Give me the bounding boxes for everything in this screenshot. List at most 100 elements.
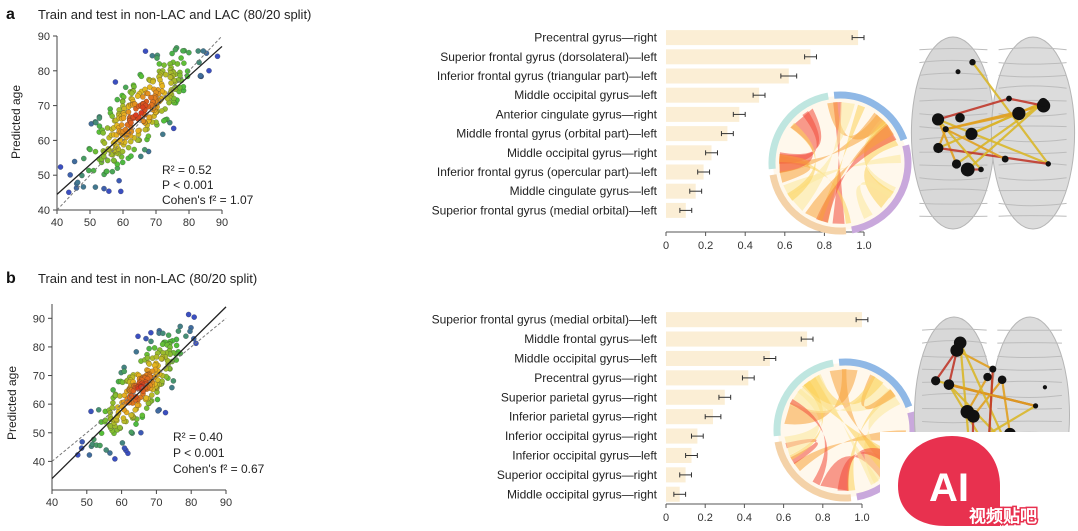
region-label: Middle occipital gyrus—left [514,352,657,366]
scatter-point [86,452,93,458]
scatter-point [187,328,193,335]
scatter-point [95,406,102,413]
bar [666,409,713,425]
scatter-point [144,90,151,97]
scatter-point [197,72,204,79]
scatter-point [150,78,156,85]
scatter-point [78,445,85,451]
brain-sulcus [919,87,988,90]
scatter-point [169,384,175,391]
scatter-point [170,125,177,132]
brain-sulcus [998,125,1067,128]
scatter-point [154,396,161,403]
brain-sulcus [919,188,988,192]
scatter-point [80,155,87,162]
scatter-point [183,333,189,340]
chord-ribbon [856,181,894,220]
region-label: Middle frontal gyrus—left [524,332,657,346]
scatter-point [191,314,198,320]
watermark-badge-text: AI [929,466,969,510]
scatter-point [135,127,141,134]
scatter-point [148,94,154,101]
region-label: Inferior frontal gyrus (triangular part)… [437,69,658,83]
scatter-point [119,440,126,446]
scatter-a-cohen: Cohen's f² = 1.07 [162,193,254,207]
panel-letter-b: b [6,270,16,287]
scatter-point [161,62,167,68]
region-label: Superior occipital gyrus—right [497,468,658,482]
scatter-point [153,354,160,360]
scatter-point [181,60,187,67]
x-tick-label: 40 [46,497,58,509]
chord-ring-segment [838,358,913,409]
scatter-point [122,84,129,91]
brain-sulcus [998,47,1067,51]
scatter-point [155,408,161,414]
scatter-point [172,46,179,53]
bar [666,467,686,483]
scatter-point [139,104,146,111]
bar [666,145,712,161]
scatter-point [177,323,184,330]
region-label: Inferior occipital gyrus—left [512,449,657,463]
scatter-point [110,387,116,393]
scatter-point [112,456,118,462]
scatter-b-p: P < 0.001 [173,446,225,460]
scatter-point [109,168,116,175]
scatter-point [175,328,182,334]
chord-ribbon [787,122,816,201]
scatter-point [90,167,97,174]
y-tick-label: 80 [38,66,50,78]
scatter-point [130,388,137,394]
chord-ring-segment [768,92,829,170]
region-label: Inferior occipital gyrus—right [505,429,658,443]
y-tick-label: 90 [38,31,50,43]
x-tick-label: 60 [115,497,127,509]
x-tick-label: 80 [183,217,195,229]
brain-node [1006,95,1012,102]
panel-a-title: Train and test in non-LAC and LAC (80/20… [38,7,311,22]
brain-node [943,379,955,390]
brain-node [950,343,964,357]
scatter-point [186,49,192,56]
brain-sulcus [998,74,1067,78]
chord-ribbon [803,374,884,406]
region-label: Middle cingulate gyrus—left [510,184,658,198]
x-tick-label: 50 [84,217,96,229]
scatter-point [158,355,165,362]
scatter-point [133,421,139,427]
scatter-point [132,407,139,413]
brain-connection [945,128,1006,161]
region-label: Middle occipital gyrus—left [514,88,657,102]
scatter-point [108,151,115,158]
scatter-point [169,50,175,57]
scatter-point [103,168,110,175]
scatter-point [160,330,166,337]
scatter-point [174,61,181,67]
chord-diagram-b [773,358,917,502]
identity-line [51,317,227,462]
scatter-a-ylabel: Predicted age [9,85,23,159]
brain-right-hemisphere [990,36,1076,230]
chord-ring-segment [833,91,908,142]
scatter-point [125,144,132,151]
scatter-point [67,172,74,178]
brain-connection [956,349,994,371]
scatter-point [116,177,122,184]
brain-sulcus [997,368,1062,371]
bar [666,370,749,386]
scatter-b-ylabel: Predicted age [5,366,19,440]
scatter-point [133,112,139,118]
scatter-point [125,109,132,115]
scatter-point [92,148,99,155]
brain-sulcus [922,368,987,371]
scatter-point [137,153,144,160]
x-tick-label: 50 [81,497,93,509]
brain-node [951,159,962,169]
scatter-point [128,153,134,159]
brain-network-a [910,36,1076,230]
brain-node [966,409,980,423]
scatter-point [159,341,166,348]
brain-sulcus [922,355,987,358]
brain-sulcus [998,202,1067,207]
